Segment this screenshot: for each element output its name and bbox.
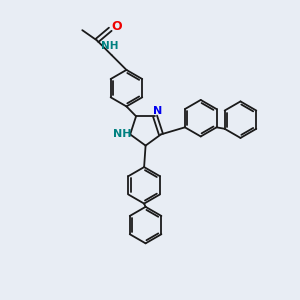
Text: N: N <box>153 106 162 116</box>
Text: O: O <box>111 20 122 33</box>
Text: NH: NH <box>113 128 131 139</box>
Text: NH: NH <box>100 41 118 51</box>
